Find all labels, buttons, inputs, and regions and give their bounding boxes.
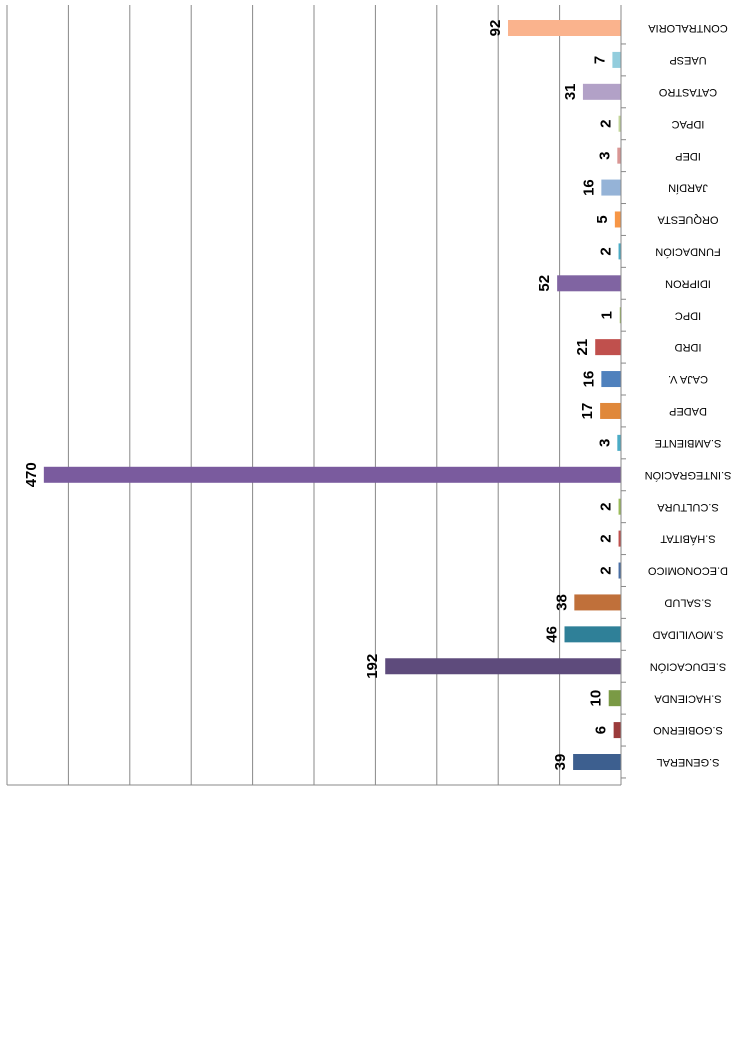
bar [595,339,621,356]
category-label: S.HACIENDA [654,692,722,704]
bar [574,594,621,611]
bar [618,530,621,547]
value-label: 2 [598,534,615,542]
value-label: 52 [536,275,553,292]
value-label: 16 [580,371,597,388]
value-label: 6 [593,726,610,734]
value-label: 7 [591,56,608,64]
category-label: S.HÁBITAT [660,533,715,546]
value-label: 5 [594,215,611,223]
category-label: IDEP [675,150,701,162]
bar [43,466,621,483]
category-label: CATASTRO [658,86,717,98]
value-label: 39 [552,754,569,771]
bar [617,434,621,451]
bar [601,371,621,388]
value-label: 17 [579,403,596,420]
category-label: ORQUESTA [657,214,719,226]
bar [508,20,621,36]
category-label: JARDÍN [668,182,708,195]
value-label: 46 [543,626,560,643]
value-label: 3 [596,439,613,447]
value-label: 2 [598,566,615,574]
value-label: 2 [598,247,615,255]
value-label: 21 [574,339,591,356]
category-label: DADEP [669,405,707,417]
category-label: S.CULTURA [657,501,719,513]
category-label: IDPC [675,309,701,321]
bar [582,83,621,100]
value-label: 10 [588,690,605,707]
category-label: IDRD [675,341,702,353]
bar [618,498,621,515]
category-label: UAESP [669,54,706,66]
bar [385,658,621,675]
value-label: 92 [487,20,504,37]
bar [564,626,621,643]
category-label: D.ECONOMICO [648,565,729,577]
category-label: S.SALUD [664,597,711,609]
category-label: S.AMBIENTE [655,437,722,449]
category-label: IDIPRON [665,277,711,289]
bar [618,562,621,579]
category-label: S.EDUCACIÓN [650,660,726,673]
value-label: 16 [580,179,597,196]
value-label: 192 [364,654,381,679]
value-label: 2 [598,120,615,128]
category-label: S.GOBIERNO [653,724,723,736]
category-label: S.INTEGRACIÓN [645,469,732,482]
value-label: 31 [562,83,579,100]
value-label: 3 [596,151,613,159]
value-label: 1 [599,311,616,319]
category-label: IDPAC [672,118,705,130]
bar [618,243,621,260]
bar [613,722,621,739]
bar [619,307,621,324]
bar [573,754,621,770]
category-label: FUNDACIÓN [655,245,720,258]
bar [600,402,621,419]
bar [612,51,621,68]
category-label: S.GENERAL [657,756,720,768]
category-label: CAJA V. [668,373,708,385]
category-label: S.MOVILIDAD [652,628,723,640]
category-label: CONTRALORIA [648,22,728,34]
bar [617,147,621,164]
bar [601,179,621,196]
value-label: 38 [553,594,570,611]
bar [557,275,621,292]
bar [608,690,621,707]
value-label: 2 [598,503,615,511]
bar [614,211,621,228]
bar [618,115,621,132]
value-label: 470 [23,462,40,487]
